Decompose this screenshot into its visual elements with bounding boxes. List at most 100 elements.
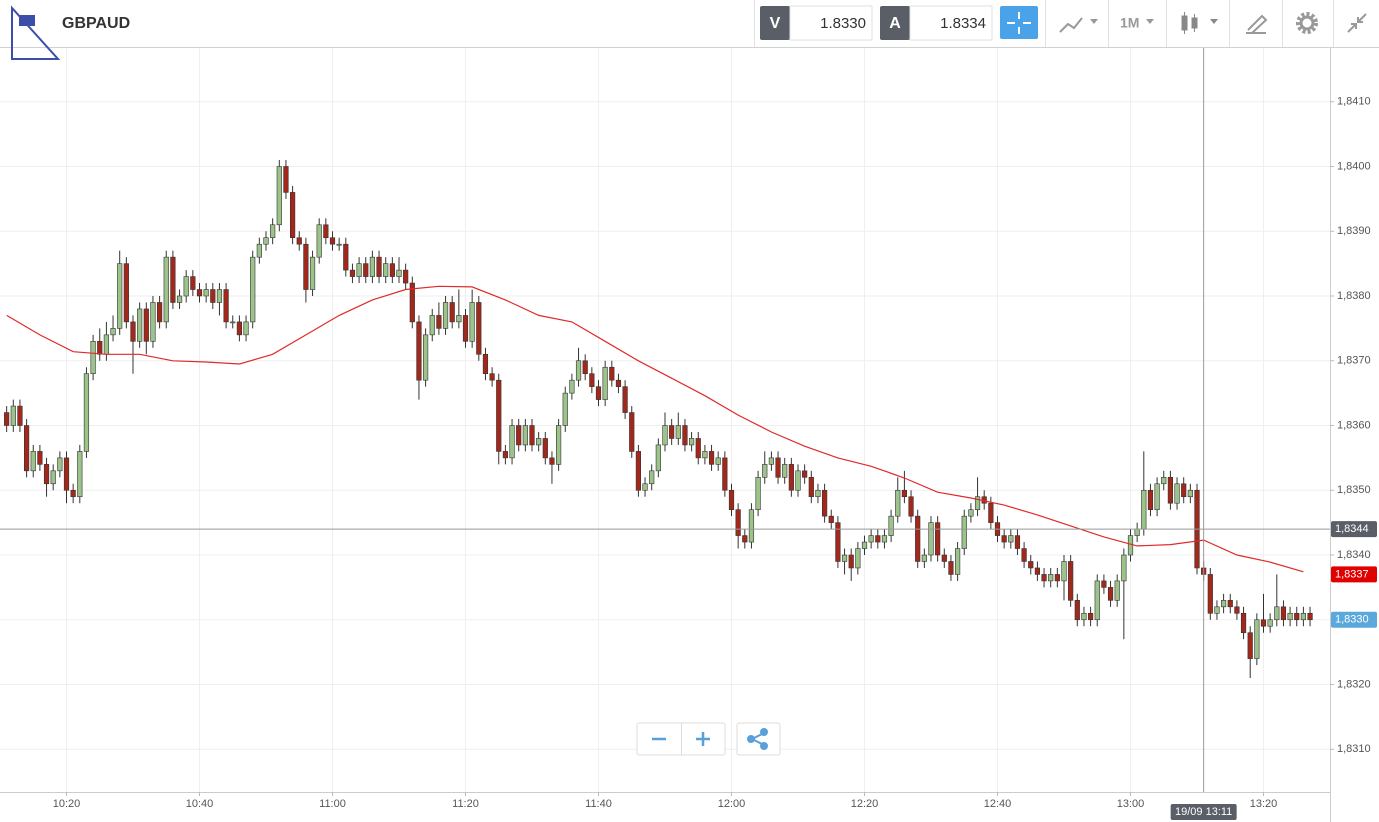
candle-body	[216, 289, 223, 303]
symbol-icon	[11, 5, 61, 60]
candle-body	[755, 477, 761, 510]
candle-body	[1088, 612, 1094, 621]
candle-body	[1254, 619, 1260, 659]
x-tick-label: 12:00	[718, 798, 746, 810]
candle-body	[1001, 535, 1007, 543]
candle-body	[782, 464, 788, 478]
zoom-in-button[interactable]	[696, 732, 710, 746]
candle-body	[63, 457, 70, 491]
crosshair-button[interactable]	[1000, 6, 1038, 39]
x-tick-label: 11:20	[452, 798, 479, 810]
candle-body	[715, 457, 721, 465]
candle-body	[170, 256, 176, 303]
candle-body	[875, 535, 881, 543]
draw-button[interactable]	[1246, 14, 1268, 34]
ask-button[interactable]	[880, 6, 910, 40]
y-tick-label: 1,8310	[1337, 743, 1371, 755]
candle-body	[861, 541, 868, 549]
candle-body	[522, 425, 528, 446]
candle-body	[43, 464, 50, 485]
candle-body	[1081, 612, 1087, 621]
candle-body	[575, 360, 582, 381]
candle-body	[954, 548, 961, 575]
candle-body	[117, 263, 123, 329]
candle-body	[1028, 561, 1034, 569]
candle-body	[329, 237, 336, 245]
candle-body	[536, 438, 542, 446]
candle-body	[356, 263, 362, 277]
candle-body	[1280, 606, 1287, 621]
candle-body	[802, 470, 808, 478]
candle-body	[948, 561, 954, 575]
candle-body	[163, 256, 169, 323]
last-price-label: 1,8330	[1335, 614, 1369, 626]
candle-body	[77, 451, 83, 498]
candle-body	[988, 502, 994, 523]
candle-body	[555, 425, 562, 465]
candle-body	[256, 243, 262, 258]
candle-body	[309, 256, 316, 290]
candle-body	[1300, 612, 1306, 621]
candle-body	[549, 457, 555, 465]
candle-body	[143, 308, 149, 342]
candle-body	[662, 425, 668, 446]
candle-body	[775, 457, 781, 478]
candle-body	[669, 425, 675, 439]
candle-body	[682, 425, 688, 446]
candle-body	[742, 535, 748, 543]
candle-body	[808, 477, 814, 498]
candle-body	[1048, 574, 1054, 582]
candle-body	[203, 289, 209, 297]
y-tick-label: 1,8390	[1337, 225, 1371, 237]
candle-body	[496, 379, 502, 452]
y-tick-label: 1,8410	[1337, 96, 1371, 108]
candle-body	[868, 535, 874, 543]
candle-body	[1127, 535, 1134, 556]
candle-body	[502, 451, 509, 459]
candle-body	[349, 269, 356, 277]
ask-box	[909, 5, 993, 41]
candle-body	[4, 412, 10, 426]
candle-body	[788, 464, 794, 491]
candle-body	[1121, 554, 1127, 582]
collapse-button[interactable]	[1347, 13, 1367, 33]
candle-body	[323, 224, 329, 239]
share-button[interactable]	[747, 728, 768, 750]
candle-body	[615, 379, 622, 387]
candle-body	[409, 282, 415, 323]
candle-style-button[interactable]	[1181, 12, 1218, 34]
candle-body	[722, 457, 728, 491]
chart-type-button[interactable]	[1059, 17, 1098, 33]
candle-body	[1181, 483, 1187, 498]
bid-button[interactable]	[760, 6, 790, 40]
interval-caret	[1146, 19, 1154, 24]
candle-body	[489, 373, 495, 381]
ask-price: 1.8334	[940, 15, 986, 32]
candle-body	[708, 451, 715, 465]
candle-body	[30, 451, 36, 472]
candle-body	[1114, 580, 1120, 601]
x-tick-label: 10:20	[53, 798, 81, 810]
candle-body	[1267, 619, 1273, 627]
interval[interactable]: 1M	[1120, 15, 1139, 31]
candle-body	[456, 315, 462, 323]
candle-body	[516, 425, 522, 446]
candle-body	[828, 515, 834, 523]
settings-button[interactable]	[1296, 12, 1318, 34]
candle-body	[196, 289, 203, 297]
candle-body	[928, 522, 934, 556]
candle-body	[482, 353, 489, 375]
candle-body	[968, 509, 974, 517]
candle-body	[396, 269, 402, 277]
candle-body	[389, 263, 395, 277]
candle-body	[462, 315, 469, 342]
candle-body	[1227, 600, 1233, 608]
candle-body	[1294, 612, 1300, 621]
candle-body	[416, 321, 422, 381]
candle-body	[97, 341, 103, 355]
candle-body	[595, 386, 602, 400]
candle-body	[1021, 548, 1027, 562]
ask-label: A	[889, 15, 901, 32]
candle-body	[1287, 612, 1293, 621]
candle-body	[675, 425, 681, 439]
